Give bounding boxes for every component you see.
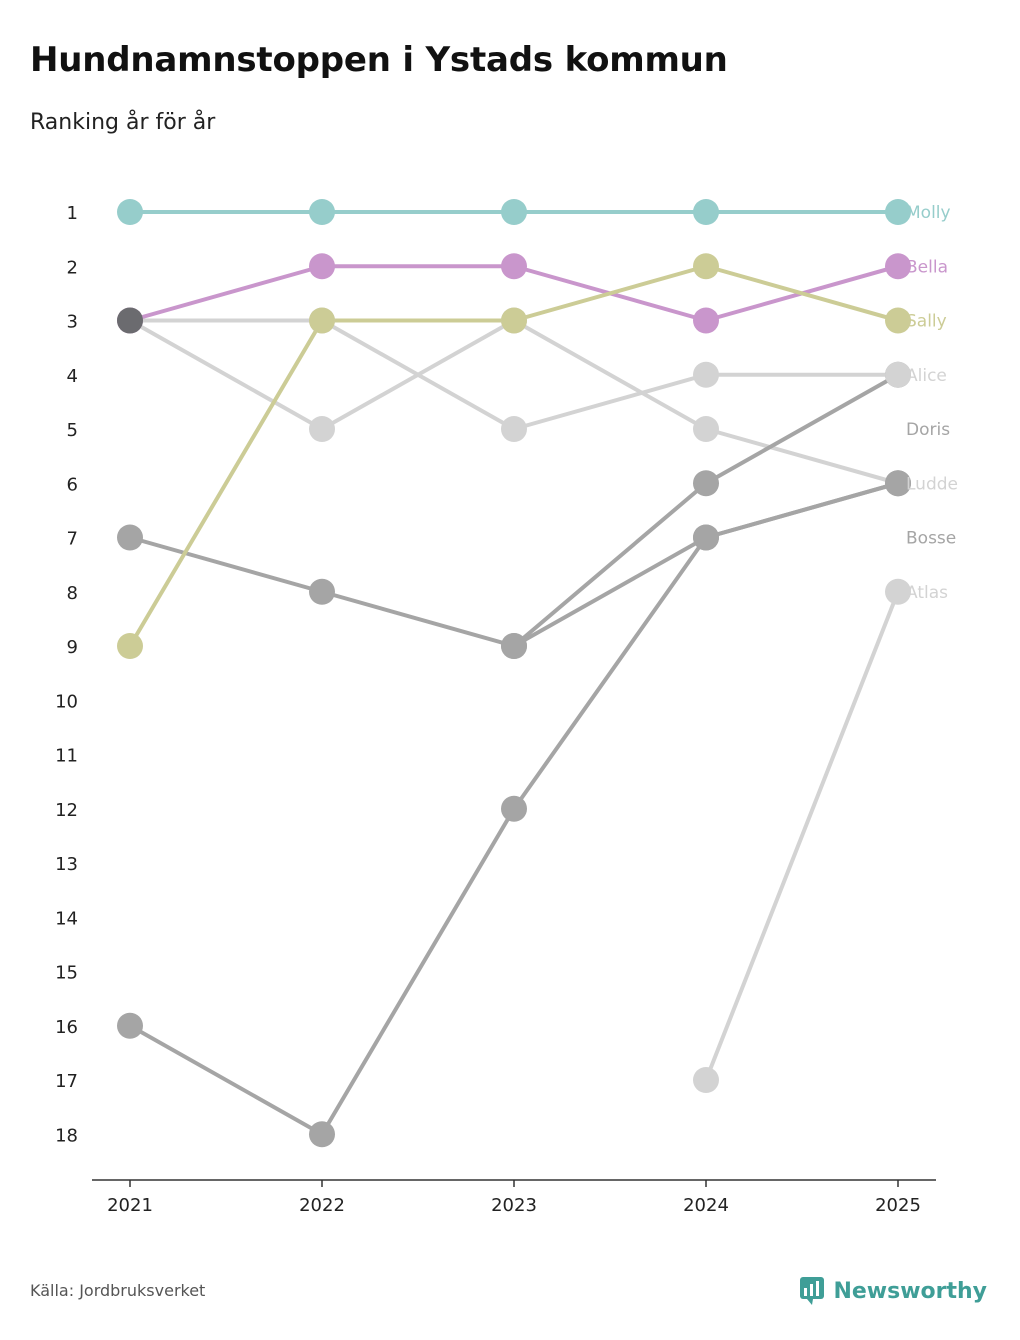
- data-point: [693, 416, 719, 442]
- y-tick-label: 5: [67, 420, 78, 441]
- data-point: [117, 633, 143, 659]
- y-tick-label: 4: [67, 366, 78, 387]
- overlap-data-point: [117, 307, 143, 334]
- series-end-label: Bella: [906, 257, 948, 277]
- x-tick-label: 2023: [491, 1195, 537, 1216]
- y-tick-label: 11: [55, 746, 78, 767]
- data-point: [693, 524, 719, 551]
- data-point: [885, 199, 911, 225]
- series-end-label: Ludde: [906, 474, 958, 494]
- y-tick-label: 3: [67, 312, 78, 333]
- series-line: [128, 318, 900, 486]
- y-tick-label: 8: [67, 583, 78, 604]
- series-end-label: Sally: [906, 312, 947, 332]
- label-layer: Molly Bella Sally Alice Doris Ludde Bosse Atlas: [906, 203, 958, 603]
- x-tick-label: 2025: [875, 1195, 921, 1216]
- data-point: [501, 253, 527, 280]
- data-point: [309, 1121, 335, 1148]
- data-point: [885, 470, 911, 497]
- x-tick-label: 2024: [683, 1195, 729, 1216]
- chart-title: Hundnamnstoppen i Ystads kommun: [30, 40, 728, 80]
- x-tick-label: 2021: [107, 1195, 153, 1216]
- series-end-label: Molly: [906, 203, 951, 223]
- newsworthy-logo-icon: [800, 1277, 825, 1305]
- series-layer: [117, 199, 911, 1148]
- data-point: [117, 524, 143, 551]
- series-end-label: Alice: [906, 366, 947, 386]
- y-tick-label: 16: [55, 1017, 78, 1038]
- y-tick-label: 6: [67, 474, 78, 495]
- chart-subtitle: Ranking år för år: [30, 110, 216, 135]
- series-end-label: Doris: [906, 420, 950, 440]
- data-point: [309, 253, 335, 280]
- data-point: [117, 1012, 143, 1039]
- data-point: [501, 416, 527, 442]
- x-tick-label: 2022: [299, 1195, 345, 1216]
- series-end-label: Atlas: [906, 583, 948, 603]
- data-point: [693, 361, 719, 388]
- data-point: [309, 578, 335, 605]
- data-point: [309, 199, 335, 225]
- y-tick-label: 7: [67, 529, 78, 550]
- y-tick-label: 14: [55, 908, 78, 929]
- brand-name: Newsworthy: [833, 1278, 987, 1304]
- data-point: [501, 633, 527, 659]
- data-point: [885, 578, 911, 605]
- data-point: [693, 470, 719, 497]
- series-line: [704, 589, 900, 1082]
- source-note: Källa: Jordbruksverket: [30, 1281, 206, 1300]
- data-point: [693, 1067, 719, 1093]
- data-point: [501, 795, 527, 822]
- data-point: [693, 199, 719, 225]
- series-line: [128, 318, 900, 431]
- y-tick-label: 2: [67, 257, 78, 278]
- y-tick-label: 17: [55, 1071, 78, 1092]
- data-point: [693, 307, 719, 334]
- data-point: [885, 253, 911, 280]
- data-point: [117, 199, 143, 225]
- data-point: [885, 361, 911, 388]
- data-point: [501, 307, 527, 334]
- y-tick-label: 13: [55, 854, 78, 875]
- y-tick-label: 9: [67, 637, 78, 658]
- series-line: [512, 372, 900, 648]
- data-point: [885, 307, 911, 334]
- brand-logo[interactable]: Newsworthy: [799, 1276, 987, 1306]
- y-tick-label: 1: [67, 203, 78, 224]
- data-point: [309, 416, 335, 442]
- y-tick-label: 12: [55, 800, 78, 821]
- series-line: [128, 481, 900, 648]
- y-tick-label: 18: [55, 1125, 78, 1146]
- data-point: [501, 199, 527, 225]
- y-tick-label: 10: [55, 691, 78, 712]
- data-point: [693, 253, 719, 280]
- data-point: [309, 307, 335, 334]
- y-tick-label: 15: [55, 963, 78, 984]
- series-end-label: Bosse: [906, 529, 956, 549]
